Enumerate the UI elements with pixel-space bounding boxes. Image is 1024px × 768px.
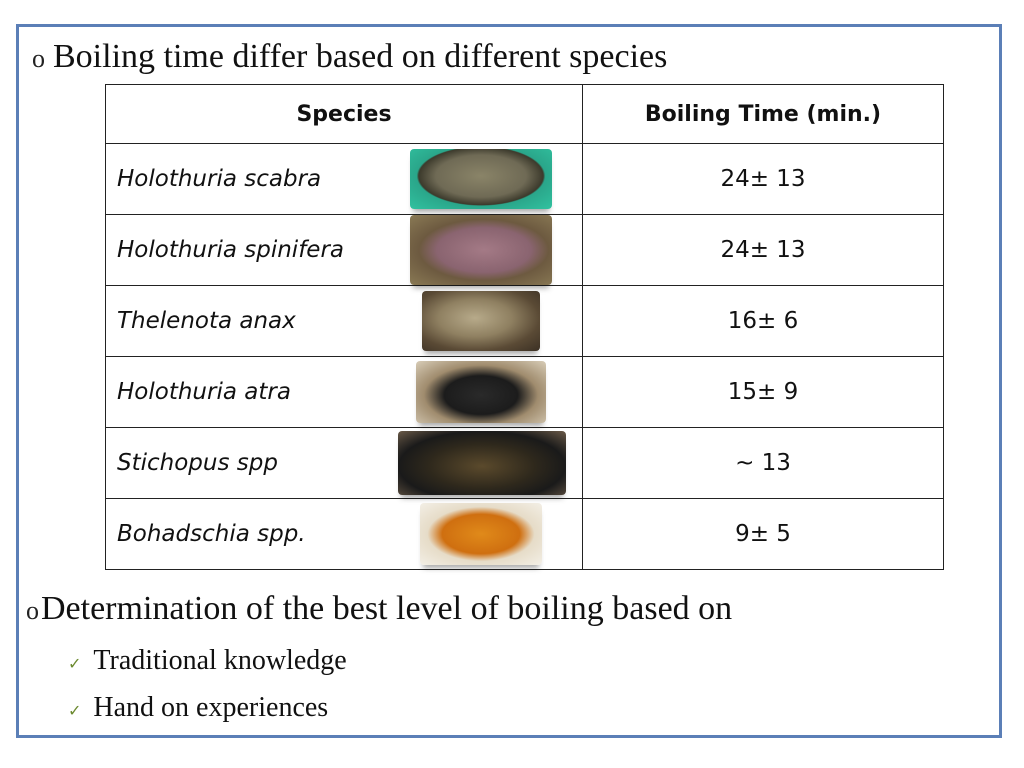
sub-item-text: Traditional knowledge: [93, 645, 347, 676]
sea-cucumber-photo: [410, 149, 552, 209]
boiling-time-value: 24± 13: [582, 214, 944, 286]
species-name: Bohadschia spp.: [117, 521, 306, 547]
table-row: Thelenota anax 16± 6: [105, 285, 944, 357]
species-cell: Holothuria spinifera: [105, 214, 583, 286]
species-name: Thelenota anax: [117, 308, 296, 334]
species-name: Holothuria spinifera: [117, 237, 344, 263]
checkmark-icon: ✓: [68, 654, 82, 673]
table-row: Holothuria scabra 24± 13: [105, 143, 944, 215]
boiling-time-table: Species Boiling Time (min.) Holothuria s…: [105, 84, 944, 570]
species-name: Stichopus spp: [117, 450, 278, 476]
bullet-boiling-time: o Boiling time differ based on different…: [32, 38, 667, 76]
sea-cucumber-photo: [416, 361, 546, 423]
table-row: Stichopus spp ~ 13: [105, 427, 944, 499]
bullet-circle-icon: o: [32, 44, 45, 73]
boiling-time-value: 16± 6: [582, 285, 944, 357]
table-row: Holothuria atra 15± 9: [105, 356, 944, 428]
species-cell: Holothuria scabra: [105, 143, 583, 215]
table-row: Holothuria spinifera 24± 13: [105, 214, 944, 286]
bullet-determination: o Determination of the best level of boi…: [26, 590, 732, 628]
sub-item-text: Hand on experiences: [93, 692, 329, 723]
sub-item: ✓ Hand on experiences: [68, 692, 328, 724]
header-species: Species: [105, 84, 583, 144]
bullet-text: Determination of the best level of boili…: [41, 590, 733, 627]
boiling-time-value: 9± 5: [582, 498, 944, 570]
boiling-time-value: ~ 13: [582, 427, 944, 499]
checkmark-icon: ✓: [68, 701, 82, 720]
bullet-circle-icon: o: [26, 596, 39, 625]
table-header-row: Species Boiling Time (min.): [105, 84, 944, 144]
species-name: Holothuria atra: [117, 379, 291, 405]
species-cell: Stichopus spp: [105, 427, 583, 499]
sea-cucumber-photo: [398, 431, 566, 495]
sub-item: ✓ Traditional knowledge: [68, 645, 347, 677]
table-row: Bohadschia spp. 9± 5: [105, 498, 944, 570]
boiling-time-value: 24± 13: [582, 143, 944, 215]
species-name: Holothuria scabra: [117, 166, 322, 192]
slide-frame: [16, 24, 1002, 738]
bullet-text: Boiling time differ based on different s…: [53, 38, 668, 75]
sea-cucumber-photo: [422, 291, 540, 351]
header-boiling-time: Boiling Time (min.): [582, 84, 944, 144]
boiling-time-value: 15± 9: [582, 356, 944, 428]
sea-cucumber-photo: [410, 215, 552, 285]
sea-cucumber-photo: [420, 503, 542, 565]
species-cell: Bohadschia spp.: [105, 498, 583, 570]
species-cell: Holothuria atra: [105, 356, 583, 428]
species-cell: Thelenota anax: [105, 285, 583, 357]
